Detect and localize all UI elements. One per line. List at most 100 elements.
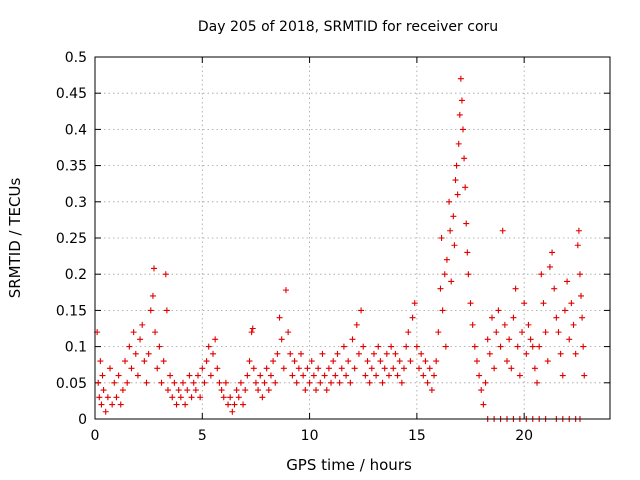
y-tick-labels: 0 0.05 0.1 0.15 0.2 0.25 0.3 0.35 0.4 0.45 0.5 [56, 50, 87, 428]
data-point [300, 372, 307, 379]
data-point [289, 372, 296, 379]
data-point [313, 387, 320, 394]
data-point [207, 372, 214, 379]
data-point [233, 387, 240, 394]
data-point [448, 278, 455, 285]
data-point [557, 350, 564, 357]
data-point [362, 372, 369, 379]
data-point [454, 191, 461, 198]
data-point [220, 394, 227, 401]
data-point [401, 365, 407, 372]
data-point [257, 372, 264, 379]
x-axis-label: GPS time / hours [286, 456, 412, 474]
data-point [377, 358, 384, 365]
data-point [278, 336, 285, 343]
data-point [501, 321, 508, 328]
data-point [453, 162, 460, 169]
data-point [179, 379, 186, 386]
data-point [418, 350, 425, 357]
data-point [495, 307, 502, 314]
data-point [315, 365, 322, 372]
data-point [457, 75, 464, 82]
data-point [261, 379, 268, 386]
data-point [578, 292, 585, 299]
data-point [351, 365, 358, 372]
data-point [491, 365, 498, 372]
data-point [428, 387, 435, 394]
data-point [265, 387, 272, 394]
data-point [115, 372, 122, 379]
chart-title: Day 205 of 2018, SRMTID for receiver cor… [198, 19, 498, 35]
data-point [132, 350, 139, 357]
data-point [139, 321, 146, 328]
data-point [99, 372, 106, 379]
data-point [164, 387, 171, 394]
data-point [287, 350, 294, 357]
data-point [405, 329, 412, 336]
data-point [497, 343, 504, 350]
data-point [493, 329, 500, 336]
data-point [420, 372, 427, 379]
data-point [464, 249, 471, 256]
data-point [580, 343, 587, 350]
data-point [411, 300, 418, 307]
data-point [529, 343, 536, 350]
data-point [141, 358, 148, 365]
data-point [158, 379, 165, 386]
data-point [392, 350, 399, 357]
data-point [336, 379, 343, 386]
data-point [98, 401, 105, 408]
data-point [514, 343, 521, 350]
y-tick-label: 0.5 [65, 50, 87, 66]
data-point [175, 387, 182, 394]
data-point [319, 350, 326, 357]
y-tick-label: 0.2 [65, 267, 87, 283]
data-point [512, 285, 519, 292]
data-point [334, 350, 341, 357]
x-tick-label: 5 [198, 428, 207, 444]
data-point [538, 271, 545, 278]
data-point [242, 387, 249, 394]
data-point [394, 372, 401, 379]
y-axis-label: SRMTID / TECUs [6, 178, 24, 299]
data-point [214, 365, 221, 372]
data-point [160, 358, 167, 365]
y-tick-label: 0.05 [56, 376, 87, 392]
data-point [465, 271, 472, 278]
data-point [383, 350, 390, 357]
data-point [282, 287, 289, 294]
data-point [255, 387, 262, 394]
data-point [332, 372, 339, 379]
data-point [171, 379, 178, 386]
data-point [100, 387, 107, 394]
data-point [534, 379, 541, 386]
data-point [154, 365, 161, 372]
data-point [426, 365, 433, 372]
data-point [566, 336, 573, 343]
data-point [117, 401, 124, 408]
data-point [270, 358, 277, 365]
data-point [340, 343, 347, 350]
data-point [462, 184, 469, 191]
data-point [338, 365, 345, 372]
data-point [488, 314, 495, 321]
data-point [409, 314, 416, 321]
data-point [381, 365, 388, 372]
data-point [119, 387, 126, 394]
data-point [293, 379, 300, 386]
data-point [235, 394, 242, 401]
data-point [486, 350, 493, 357]
data-point [443, 256, 450, 263]
data-point [310, 372, 317, 379]
data-point [111, 379, 118, 386]
data-point [390, 365, 397, 372]
data-point [568, 300, 575, 307]
data-point [447, 227, 454, 234]
y-tick-label: 0.45 [56, 86, 87, 102]
data-point [218, 387, 225, 394]
data-point [304, 365, 311, 372]
data-point [368, 365, 375, 372]
data-point [467, 300, 474, 307]
data-points [94, 75, 588, 422]
data-point [203, 358, 210, 365]
